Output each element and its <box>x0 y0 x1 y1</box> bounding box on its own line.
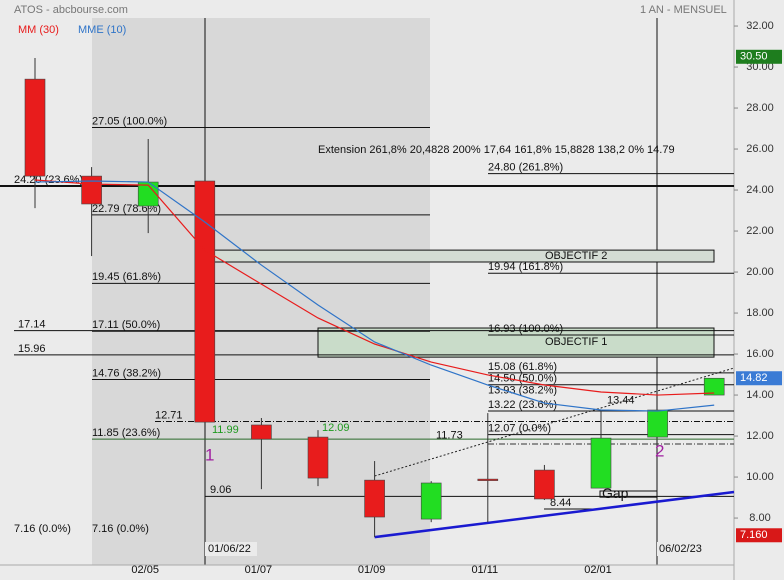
level-label: 27.05 (100.0%) <box>92 115 167 127</box>
y-tick-label: 22.00 <box>746 225 774 237</box>
x-tick-label: 02/01 <box>584 564 612 576</box>
date-box <box>205 542 257 556</box>
y-tick-label: 16.00 <box>746 348 774 360</box>
level-label: 13.22 (23.6%) <box>488 399 557 411</box>
y-tick-label: 26.00 <box>746 143 774 155</box>
y-tick-label: 28.00 <box>746 102 774 114</box>
level-label: 12.09 <box>322 422 350 434</box>
level-label: 12.71 <box>155 409 183 421</box>
zone <box>204 249 715 263</box>
legend-entry: MM (30) <box>18 24 59 36</box>
price-marker-label: 14.82 <box>740 372 768 384</box>
level-label: 24.20 (23.6%) <box>14 174 83 186</box>
candle-body <box>251 424 272 440</box>
annotation: Extension 261,8% 20,4828 200% 17,64 161,… <box>318 144 675 156</box>
level-label: 9.06 <box>210 484 231 496</box>
candle-body <box>194 180 216 423</box>
candle-body <box>364 479 385 518</box>
zone-label: OBJECTIF 2 <box>545 250 607 262</box>
level-label: 15.96 <box>18 343 46 355</box>
moving-average <box>34 180 715 412</box>
level-label: 7.16 (0.0%) <box>14 523 71 535</box>
level-label: 19.45 (61.8%) <box>92 271 161 283</box>
price-marker <box>736 528 782 543</box>
y-tick-label: 10.00 <box>746 471 774 483</box>
level-label: 14.76 (38.2%) <box>92 367 161 379</box>
y-tick-label: 32.00 <box>746 20 774 32</box>
x-tick-label: 01/11 <box>471 564 498 576</box>
level-label: 17.14 <box>18 319 46 331</box>
level-label: 11.73 <box>436 429 463 441</box>
date-label: 01/06/22 <box>208 543 251 555</box>
trendline <box>374 490 735 539</box>
y-tick-label: 20.00 <box>746 266 774 278</box>
y-tick-label: 24.00 <box>746 184 774 196</box>
candle-body <box>24 78 46 177</box>
chart-title: ATOS - abcbourse.com <box>14 4 128 16</box>
wave-label: 1 <box>205 445 214 464</box>
candle-body <box>307 436 329 479</box>
moving-average <box>34 179 715 396</box>
legend-entry: MME (10) <box>78 24 126 36</box>
level-label: 13.93 (38.2%) <box>488 384 557 396</box>
candle-body <box>477 478 499 481</box>
price-marker <box>736 371 782 386</box>
zone-label: OBJECTIF 1 <box>545 336 607 348</box>
level-label: 14.50 (50.0%) <box>488 373 557 385</box>
price-marker-label: 30.50 <box>740 51 768 63</box>
level-label: 16.93 (100.0%) <box>488 323 563 335</box>
candle-body <box>590 437 612 489</box>
price-marker-label: 7.160 <box>740 529 768 541</box>
candle-body <box>420 482 442 520</box>
candle-body <box>534 469 555 500</box>
level-label: 11.99 <box>212 424 239 436</box>
level-label: 17.11 (50.0%) <box>92 319 160 331</box>
level-label: 11.85 (23.6%) <box>92 427 160 439</box>
level-label: 19.94 (161.8%) <box>488 261 563 273</box>
candle-body <box>703 377 725 396</box>
y-tick-label: 8.00 <box>749 512 770 524</box>
y-tick-label: 12.00 <box>746 430 774 442</box>
level-label: 24.80 (261.8%) <box>488 162 563 174</box>
level-label: 13.44 <box>607 394 635 406</box>
chart-subtitle: 1 AN - MENSUEL <box>640 4 727 16</box>
x-tick-label: 01/09 <box>358 564 386 576</box>
x-tick-label: 02/05 <box>131 564 159 576</box>
candle-body <box>81 175 102 205</box>
level-label: 12.07 (0.0%) <box>488 423 551 435</box>
level-label: 15.08 (61.8%) <box>488 361 557 373</box>
wave-label: 2 <box>655 441 664 460</box>
date-label: 06/02/23 <box>659 543 702 555</box>
zone <box>599 490 658 498</box>
date-box <box>657 542 709 556</box>
y-tick-label: 30.00 <box>746 61 774 73</box>
x-tick-label: 01/07 <box>245 564 273 576</box>
level-label: 8.44 <box>550 497 571 509</box>
price-marker <box>736 49 782 64</box>
y-tick-label: 14.00 <box>746 389 774 401</box>
trendline <box>374 367 735 477</box>
y-tick-label: 18.00 <box>746 307 774 319</box>
zone <box>317 327 715 358</box>
level-label: 7.16 (0.0%) <box>92 523 149 535</box>
candle-body <box>647 409 668 438</box>
